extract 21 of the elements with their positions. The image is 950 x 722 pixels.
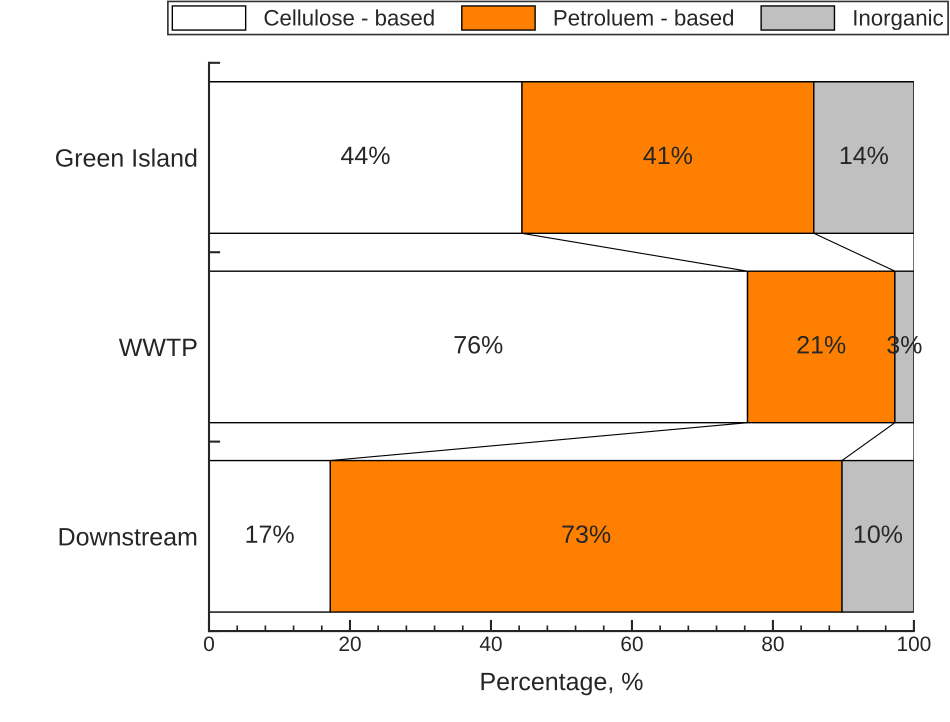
x-tick-label: 100 bbox=[898, 636, 930, 652]
x-tick-label: 20 bbox=[339, 636, 361, 652]
data-label: 44% bbox=[341, 146, 390, 164]
y-tick-label: WWTP bbox=[118, 338, 197, 356]
data-label: 17% bbox=[246, 525, 294, 543]
x-tick-label: 40 bbox=[480, 636, 502, 652]
data-label: 76% bbox=[454, 336, 502, 354]
data-label: 73% bbox=[562, 525, 610, 544]
x-tick-label: 0 bbox=[204, 636, 214, 652]
data-label: 41% bbox=[643, 146, 692, 164]
legend-label: Petroluem - based bbox=[554, 9, 734, 26]
y-tick-label: Green Island bbox=[56, 148, 196, 167]
x-axis-title: Percentage, % bbox=[482, 672, 643, 696]
legend-label: Inorganic bbox=[854, 9, 944, 30]
data-label: 21% bbox=[797, 336, 846, 354]
x-tick-label: 60 bbox=[621, 636, 643, 652]
data-label: 10% bbox=[854, 525, 902, 544]
legend-label: Cellulose - based bbox=[264, 9, 434, 26]
x-tick-label: 80 bbox=[762, 636, 784, 652]
data-label: 14% bbox=[840, 146, 888, 164]
y-tick-label: Downstream bbox=[60, 528, 196, 546]
